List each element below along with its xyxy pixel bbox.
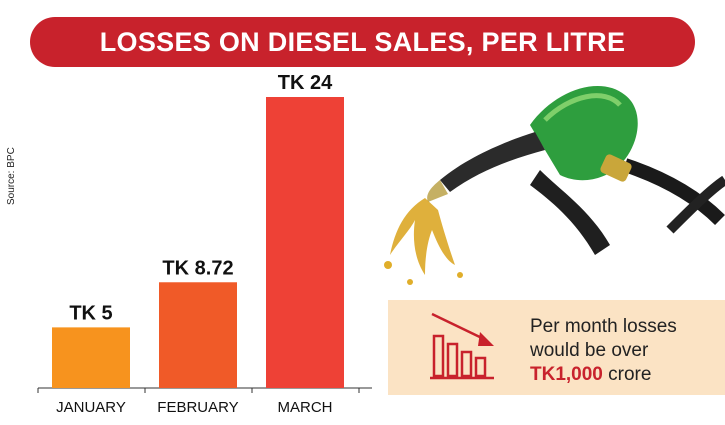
bar-chart: TK 5 JANUARY TK 8.72 FEBRUARY TK 24 MARCH xyxy=(37,72,372,416)
chart-title: LOSSES ON DIESEL SALES, PER LITRE xyxy=(99,26,626,57)
title-banner: LOSSES ON DIESEL SALES, PER LITRE xyxy=(30,17,695,67)
info-line-3: TK1,000 crore xyxy=(530,363,677,387)
x-tick-label-january: JANUARY xyxy=(56,399,126,416)
bar-march xyxy=(266,97,344,388)
fuel-nozzle-icon xyxy=(384,86,725,285)
bar-january xyxy=(52,327,130,388)
declining-bar-chart-icon xyxy=(430,312,494,380)
data-label-march: TK 24 xyxy=(278,72,333,94)
info-text: Per month losses would be over TK1,000 c… xyxy=(530,315,677,387)
x-tick-label-march: MARCH xyxy=(278,399,333,416)
x-tick-label-february: FEBRUARY xyxy=(157,399,238,416)
info-line-1: Per month losses xyxy=(530,316,677,337)
data-label-january: TK 5 xyxy=(69,302,112,324)
info-unit: crore xyxy=(608,364,652,385)
info-line-2: would be over xyxy=(530,340,649,361)
info-box: Per month losses would be over TK1,000 c… xyxy=(388,300,725,395)
bar-february xyxy=(159,282,237,388)
info-amount: TK1,000 xyxy=(530,364,603,385)
data-label-february: TK 8.72 xyxy=(162,257,233,279)
